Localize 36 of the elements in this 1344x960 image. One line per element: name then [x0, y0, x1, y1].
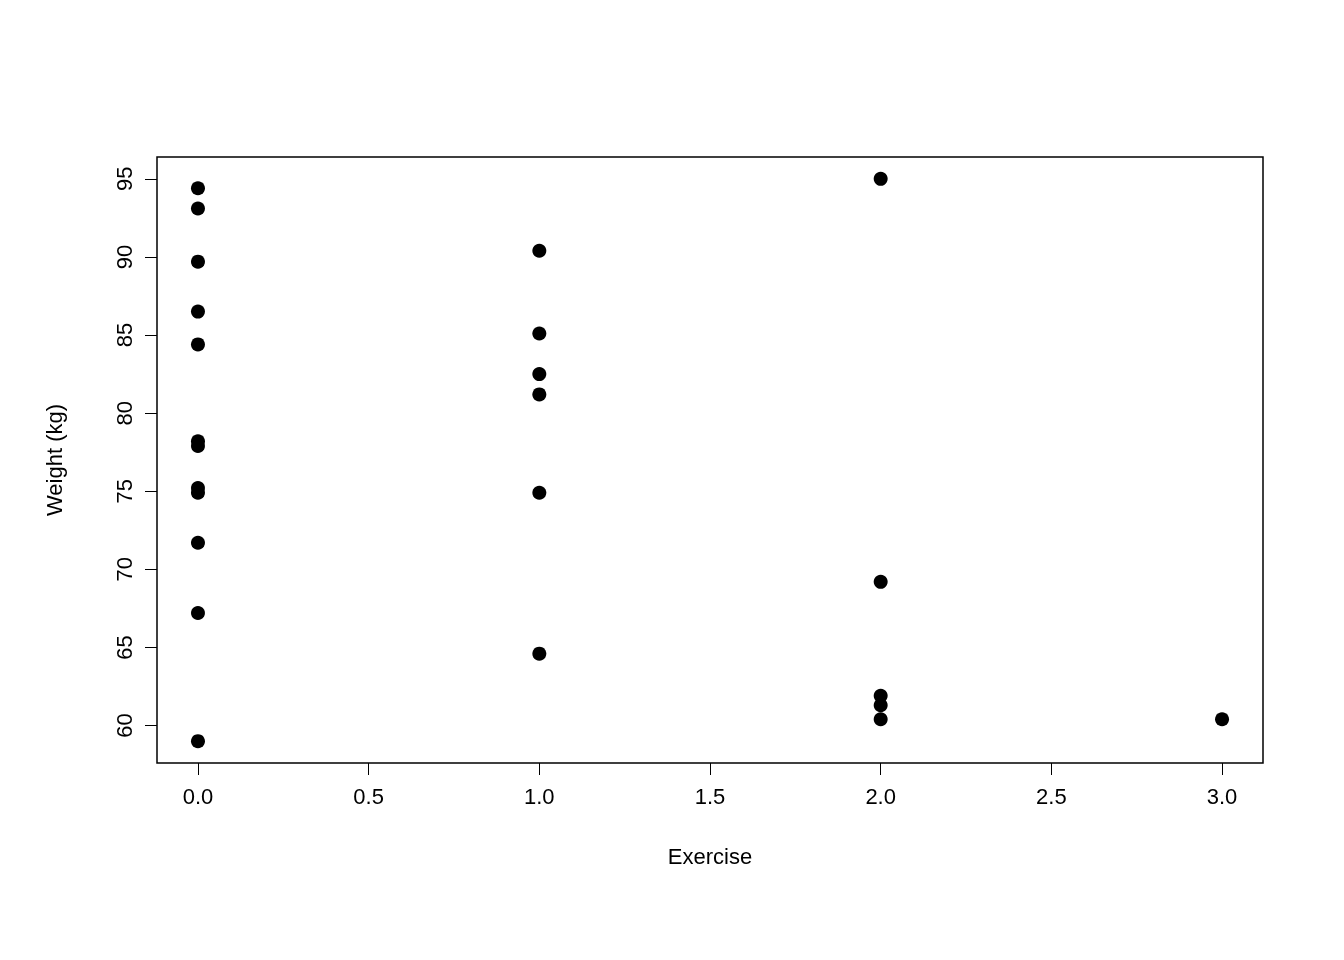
x-tick-label: 3.0 — [1206, 783, 1238, 809]
point — [190, 304, 205, 319]
x-tick-label: 2.0 — [865, 783, 896, 809]
point — [190, 201, 205, 216]
y-tick-label: 65 — [111, 635, 137, 660]
point — [190, 734, 205, 749]
point — [532, 485, 547, 500]
x-tick-label: 1.5 — [694, 783, 726, 809]
point — [873, 698, 888, 713]
point — [1215, 712, 1230, 727]
x-tick-label: 0.0 — [182, 783, 214, 809]
point — [190, 535, 205, 550]
point — [873, 574, 888, 589]
y-axis-title: Weight (kg) — [41, 403, 67, 517]
y-tick-label: 90 — [111, 244, 137, 270]
point — [532, 326, 547, 341]
point — [190, 181, 205, 196]
point — [873, 171, 888, 186]
y-tick-label: 70 — [111, 557, 137, 582]
point — [532, 646, 547, 661]
y-tick-label: 75 — [111, 478, 137, 504]
point — [532, 367, 547, 382]
point — [190, 337, 205, 352]
x-tick-label: 2.5 — [1036, 783, 1067, 809]
y-tick-label: 85 — [111, 322, 137, 348]
point — [532, 387, 547, 402]
point — [190, 606, 205, 621]
x-tick-label: 0.5 — [353, 783, 384, 809]
x-axis-title: Exercise — [667, 843, 753, 869]
y-tick-label: 95 — [111, 166, 137, 192]
point — [190, 254, 205, 269]
y-tick-label: 60 — [111, 713, 137, 738]
y-tick-label: 80 — [111, 400, 137, 426]
point — [532, 243, 547, 258]
point — [873, 712, 888, 727]
x-tick-label: 1.0 — [524, 783, 555, 809]
